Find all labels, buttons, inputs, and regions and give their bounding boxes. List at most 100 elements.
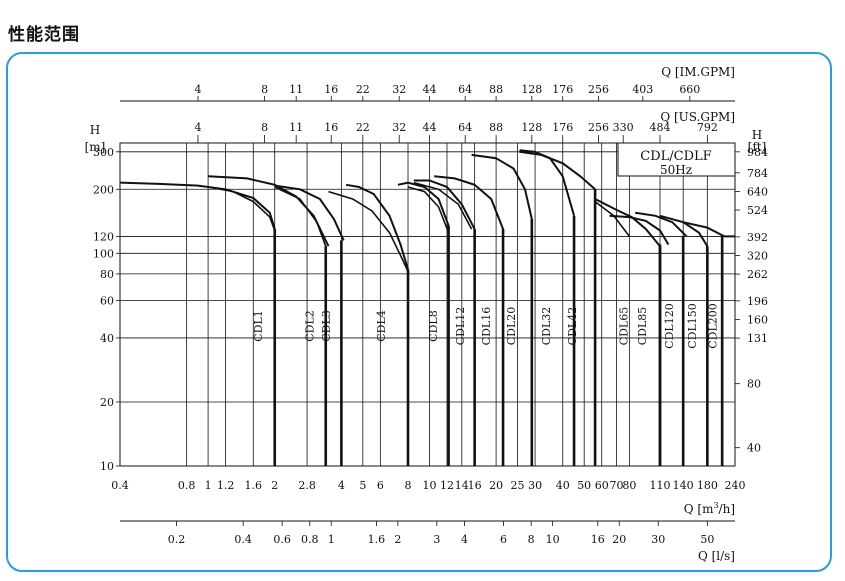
series-curve-cdl85 — [609, 214, 670, 246]
series-label: CDL2 — [304, 310, 317, 342]
series-label: CDL3 — [320, 310, 333, 342]
ls-tick-label: 50 — [700, 533, 714, 546]
x-tick-label: 0.8 — [178, 479, 196, 492]
im-gpm-tick-label: 256 — [588, 83, 609, 96]
y-tick-label-right: 524 — [747, 204, 768, 217]
x-tick-label: 70 — [610, 479, 624, 492]
series-label: CDL120 — [663, 303, 676, 349]
series-curve-lower-cdl12 — [413, 181, 473, 230]
ls-axis-title: Q [l/s] — [698, 549, 735, 563]
us-gpm-tick-label: 22 — [356, 121, 370, 134]
series-curve-cdl12 — [413, 179, 476, 230]
y-tick-label-right: 640 — [747, 186, 768, 199]
series-curve-lower-cdl8 — [407, 186, 450, 233]
chart-subtitle: 50Hz — [660, 163, 692, 177]
series-curve-cdl4 — [345, 183, 409, 270]
us-gpm-tick-label: 484 — [649, 121, 670, 134]
im-gpm-tick-label: 176 — [552, 83, 573, 96]
x-axis-title-end: /h] — [719, 502, 735, 516]
y-tick-label-right: 262 — [747, 268, 768, 281]
us-gpm-tick-label: 32 — [392, 121, 406, 134]
x-tick-label: 180 — [697, 479, 718, 492]
y-tick-label-right: 40 — [747, 442, 761, 455]
ls-tick-label: 1.6 — [368, 533, 386, 546]
plot-area — [119, 142, 736, 467]
x-tick-label: 50 — [577, 479, 591, 492]
x-tick-label: 10 — [422, 479, 436, 492]
y-axis-title-right: H — [752, 128, 762, 142]
series-curve-lower-cdl1 — [207, 186, 276, 231]
x-tick-label: 1.6 — [245, 479, 263, 492]
x-tick-label: 5 — [359, 479, 366, 492]
series-curve-cdl65 — [594, 198, 661, 247]
x-tick-label: 60 — [595, 479, 609, 492]
us-gpm-axis-title: Q [US.GPM] — [660, 110, 735, 124]
ls-tick-label: 20 — [612, 533, 626, 546]
x-tick-label: 8 — [405, 479, 412, 492]
x-tick-label: 110 — [649, 479, 670, 492]
y-tick-label-right: 196 — [747, 295, 768, 308]
y-tick-label-right: 392 — [747, 231, 768, 244]
ls-tick-label: 0.6 — [273, 533, 291, 546]
title-box — [617, 142, 736, 177]
ls-tick-label: 2 — [394, 533, 401, 546]
series-curve-cdl20 — [471, 153, 533, 220]
x-tick-label: 4 — [338, 479, 345, 492]
us-gpm-tick-label: 88 — [489, 121, 503, 134]
series-curve-cdl16 — [434, 175, 505, 230]
y-tick-label-right: 784 — [747, 167, 768, 180]
im-gpm-tick-label: 64 — [458, 83, 472, 96]
us-gpm-tick-label: 792 — [697, 121, 718, 134]
x-tick-label: 2.8 — [298, 479, 316, 492]
x-tick-label: 12 — [440, 479, 454, 492]
x-tick-label: 20 — [489, 479, 503, 492]
series-curve-cdl1 — [119, 181, 276, 230]
im-gpm-tick-label: 4 — [194, 83, 201, 96]
ls-tick-label: 4 — [461, 533, 468, 546]
im-gpm-tick-label: 128 — [521, 83, 542, 96]
y-tick-label-left: 40 — [100, 332, 114, 345]
series-curve-cdl150 — [659, 214, 709, 247]
us-gpm-tick-label: 176 — [552, 121, 573, 134]
im-gpm-tick-label: 660 — [679, 83, 700, 96]
us-gpm-tick-label: 256 — [588, 121, 609, 134]
x-tick-label: 1 — [205, 479, 212, 492]
series-label: CDL32 — [540, 307, 553, 346]
x-tick-label: 80 — [622, 479, 636, 492]
y-tick-label-left: 10 — [100, 460, 114, 473]
y-tick-label-left: 200 — [93, 183, 114, 196]
y-tick-label-right: 80 — [747, 378, 761, 391]
y-tick-label-right: 131 — [747, 332, 768, 345]
series-label: CDL85 — [636, 307, 649, 346]
series-label: CDL8 — [427, 310, 440, 342]
ls-tick-label: 0.2 — [168, 533, 186, 546]
x-tick-label: 2 — [271, 479, 278, 492]
page-title: 性能范围 — [8, 25, 80, 45]
x-tick-label: 6 — [377, 479, 384, 492]
ls-tick-label: 8 — [528, 533, 535, 546]
im-gpm-tick-label: 22 — [356, 83, 370, 96]
y-tick-label-left: 300 — [93, 146, 114, 159]
us-gpm-tick-label: 11 — [289, 121, 303, 134]
x-tick-label: 1.2 — [217, 479, 235, 492]
y-tick-label-left: 80 — [100, 268, 114, 281]
series-label: CDL4 — [375, 310, 388, 342]
im-gpm-tick-label: 8 — [261, 83, 268, 96]
ls-tick-label: 6 — [500, 533, 507, 546]
y-tick-label-left: 100 — [93, 247, 114, 260]
y-axis-unit-left: [m] — [85, 140, 106, 154]
series-label: CDL20 — [505, 307, 518, 346]
series-curve-lower-cdl2 — [274, 186, 327, 247]
x-tick-label: 25 — [511, 479, 525, 492]
ls-tick-label: 3 — [433, 533, 440, 546]
im-gpm-axis-title: Q [IM.GPM] — [661, 65, 735, 79]
us-gpm-tick-label: 4 — [194, 121, 201, 134]
im-gpm-tick-label: 32 — [392, 83, 406, 96]
series-curve-cdl8 — [397, 181, 450, 226]
x-tick-label: 140 — [673, 479, 694, 492]
ls-tick-label: 30 — [651, 533, 665, 546]
y-tick-label-right: 320 — [747, 250, 768, 263]
y-axis-title-left: H — [90, 123, 100, 137]
series-label: CDL65 — [618, 307, 631, 346]
x-axis-title: Q [m3/h] — [684, 501, 735, 516]
